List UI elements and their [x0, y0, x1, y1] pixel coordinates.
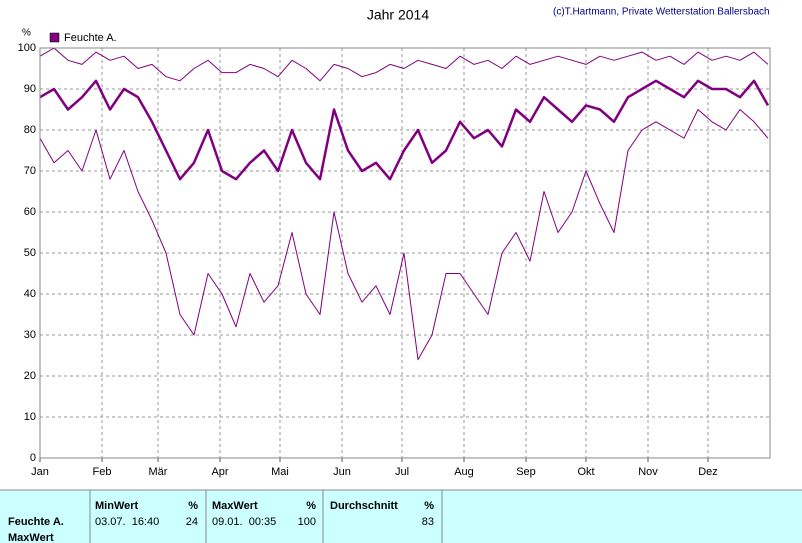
table-background — [0, 490, 802, 543]
cell-value: 100 — [298, 516, 316, 528]
x-tick-label: Apr — [211, 466, 228, 478]
column-header: MinWert — [95, 500, 139, 512]
legend-swatch — [49, 32, 60, 43]
chart-title: Jahr 2014 — [367, 7, 429, 23]
x-tick-label: Feb — [93, 466, 112, 478]
y-tick-label: 40 — [24, 288, 36, 300]
y-tick-label: 10 — [24, 411, 36, 423]
x-tick-label: Nov — [638, 466, 658, 478]
row-label: MaxWert — [8, 532, 54, 543]
cell-value: 24 — [186, 516, 198, 528]
cell-time: 03.07. 16:40 — [95, 516, 159, 528]
series-line — [39, 47, 769, 82]
column-header: Durchschnitt — [330, 500, 398, 512]
column-unit: % — [306, 500, 316, 512]
x-tick-label: Mai — [271, 466, 289, 478]
x-tick-label: Jul — [395, 466, 409, 478]
series-line — [39, 79, 770, 181]
x-tick-label: Jun — [333, 466, 351, 478]
y-tick-label: 100 — [18, 42, 36, 54]
y-tick-label: 60 — [24, 206, 36, 218]
cell-time: 09.01. 00:35 — [212, 516, 276, 528]
column-header: MaxWert — [212, 500, 258, 512]
x-tick-label: Dez — [698, 466, 718, 478]
x-tick-label: Aug — [454, 466, 474, 478]
y-tick-label: 90 — [24, 83, 36, 95]
row-label: Feuchte A. — [8, 516, 64, 528]
y-tick-label: 70 — [24, 165, 36, 177]
x-tick-label: Okt — [577, 466, 594, 478]
column-unit: % — [188, 500, 198, 512]
series-line — [39, 109, 769, 361]
y-tick-label: 80 — [24, 124, 36, 136]
y-tick-label: 20 — [24, 370, 36, 382]
y-tick-label: 0 — [30, 452, 36, 464]
y-tick-label: 30 — [24, 329, 36, 341]
cell-value: 83 — [422, 516, 434, 528]
x-tick-label: Mär — [149, 466, 168, 478]
y-axis-label: % — [22, 28, 31, 39]
column-unit: % — [424, 500, 434, 512]
credit: (c)T.Hartmann, Private Wetterstation Bal… — [553, 7, 770, 18]
x-tick-label: Sep — [516, 466, 536, 478]
y-tick-label: 50 — [24, 247, 36, 259]
plot-border — [39, 47, 771, 459]
legend-label: Feuchte A. — [64, 32, 117, 44]
plot: 0 10 20 30 40 50 60 70 80 90 100 Jan Feb Mär Apr Mai Jun… — [18, 32, 771, 478]
x-tick-label: Jan — [31, 466, 49, 478]
